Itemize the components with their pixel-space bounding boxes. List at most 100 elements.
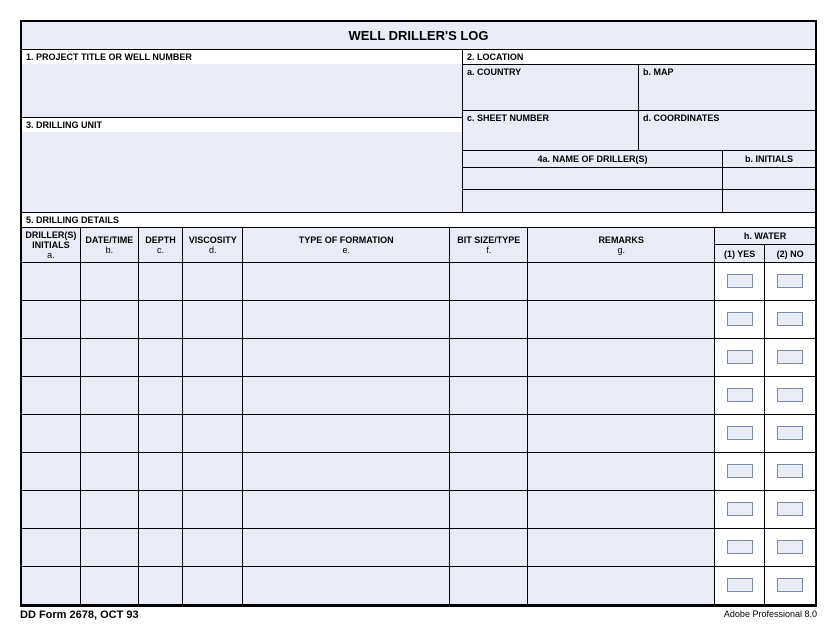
table-cell[interactable] [450, 491, 528, 529]
table-cell[interactable] [22, 339, 80, 377]
table-cell[interactable] [528, 453, 715, 491]
table-cell[interactable] [450, 529, 528, 567]
table-cell[interactable] [243, 567, 450, 605]
cell-coordinates[interactable]: d. COORDINATES [639, 111, 815, 151]
driller-name-2[interactable] [463, 190, 723, 212]
table-cell[interactable] [22, 529, 80, 567]
table-cell[interactable] [528, 567, 715, 605]
water-yes-checkbox[interactable] [727, 350, 753, 364]
table-cell[interactable] [80, 263, 138, 301]
table-cell[interactable] [528, 377, 715, 415]
table-cell[interactable] [138, 567, 182, 605]
table-cell[interactable] [22, 301, 80, 339]
water-yes-checkbox[interactable] [727, 502, 753, 516]
water-no-checkbox[interactable] [777, 578, 803, 592]
table-cell[interactable] [80, 491, 138, 529]
table-cell[interactable] [183, 567, 243, 605]
table-cell[interactable] [22, 377, 80, 415]
table-cell[interactable] [183, 301, 243, 339]
table-cell[interactable] [138, 491, 182, 529]
water-yes-checkbox[interactable] [727, 540, 753, 554]
water-no-checkbox[interactable] [777, 540, 803, 554]
table-cell[interactable] [450, 453, 528, 491]
table-cell[interactable] [528, 415, 715, 453]
field-project-title[interactable] [22, 64, 462, 117]
table-cell[interactable] [138, 415, 182, 453]
driller-name-1[interactable] [463, 168, 723, 189]
driller-row-2 [463, 190, 815, 212]
table-cell[interactable] [450, 567, 528, 605]
table-cell[interactable] [22, 491, 80, 529]
water-no-checkbox[interactable] [777, 312, 803, 326]
table-cell[interactable] [138, 377, 182, 415]
cell-country[interactable]: a. COUNTRY [463, 65, 639, 111]
table-cell[interactable] [80, 339, 138, 377]
table-cell[interactable] [22, 567, 80, 605]
table-cell[interactable] [80, 377, 138, 415]
water-no-checkbox[interactable] [777, 464, 803, 478]
table-cell[interactable] [243, 415, 450, 453]
driller-initials-1[interactable] [723, 168, 815, 189]
table-cell[interactable] [138, 453, 182, 491]
water-yes-checkbox[interactable] [727, 388, 753, 402]
table-cell[interactable] [183, 377, 243, 415]
table-cell[interactable] [22, 415, 80, 453]
col-header-a: DRILLER(S) INITIALS a. [22, 228, 80, 263]
table-cell[interactable] [450, 377, 528, 415]
table-cell[interactable] [243, 529, 450, 567]
cell-map[interactable]: b. MAP [639, 65, 815, 111]
water-no-checkbox[interactable] [777, 426, 803, 440]
table-cell[interactable] [80, 529, 138, 567]
table-cell[interactable] [22, 453, 80, 491]
table-cell[interactable] [80, 415, 138, 453]
table-cell[interactable] [450, 339, 528, 377]
table-cell[interactable] [243, 263, 450, 301]
table-cell[interactable] [528, 301, 715, 339]
table-cell[interactable] [528, 263, 715, 301]
water-no-cell [765, 263, 815, 301]
col-header-f: BIT SIZE/TYPE f. [450, 228, 528, 263]
water-no-checkbox[interactable] [777, 274, 803, 288]
table-cell[interactable] [183, 339, 243, 377]
water-no-cell [765, 529, 815, 567]
water-no-checkbox[interactable] [777, 502, 803, 516]
water-yes-checkbox[interactable] [727, 426, 753, 440]
left-column: 1. PROJECT TITLE OR WELL NUMBER 3. DRILL… [22, 50, 462, 212]
cell-sheet-number[interactable]: c. SHEET NUMBER [463, 111, 639, 151]
table-cell[interactable] [183, 529, 243, 567]
table-cell[interactable] [183, 491, 243, 529]
table-cell[interactable] [528, 491, 715, 529]
table-cell[interactable] [22, 263, 80, 301]
table-cell[interactable] [450, 415, 528, 453]
table-cell[interactable] [138, 339, 182, 377]
table-cell[interactable] [183, 453, 243, 491]
driller-initials-2[interactable] [723, 190, 815, 212]
table-cell[interactable] [450, 263, 528, 301]
table-cell[interactable] [450, 301, 528, 339]
table-cell[interactable] [183, 263, 243, 301]
table-cell[interactable] [138, 529, 182, 567]
table-cell[interactable] [528, 529, 715, 567]
water-yes-checkbox[interactable] [727, 274, 753, 288]
table-cell[interactable] [243, 301, 450, 339]
table-cell[interactable] [243, 339, 450, 377]
water-yes-checkbox[interactable] [727, 578, 753, 592]
table-cell[interactable] [80, 567, 138, 605]
field-drilling-unit[interactable] [22, 132, 462, 212]
table-cell[interactable] [243, 377, 450, 415]
table-cell[interactable] [80, 301, 138, 339]
table-cell[interactable] [243, 453, 450, 491]
table-cell[interactable] [138, 301, 182, 339]
table-cell[interactable] [528, 339, 715, 377]
water-yes-cell [715, 529, 765, 567]
water-no-checkbox[interactable] [777, 350, 803, 364]
water-yes-checkbox[interactable] [727, 464, 753, 478]
table-cell[interactable] [138, 263, 182, 301]
table-cell[interactable] [183, 415, 243, 453]
water-yes-checkbox[interactable] [727, 312, 753, 326]
table-cell[interactable] [243, 491, 450, 529]
water-no-checkbox[interactable] [777, 388, 803, 402]
table-cell[interactable] [80, 453, 138, 491]
water-yes-cell [715, 415, 765, 453]
section-1: 1. PROJECT TITLE OR WELL NUMBER [22, 50, 462, 118]
